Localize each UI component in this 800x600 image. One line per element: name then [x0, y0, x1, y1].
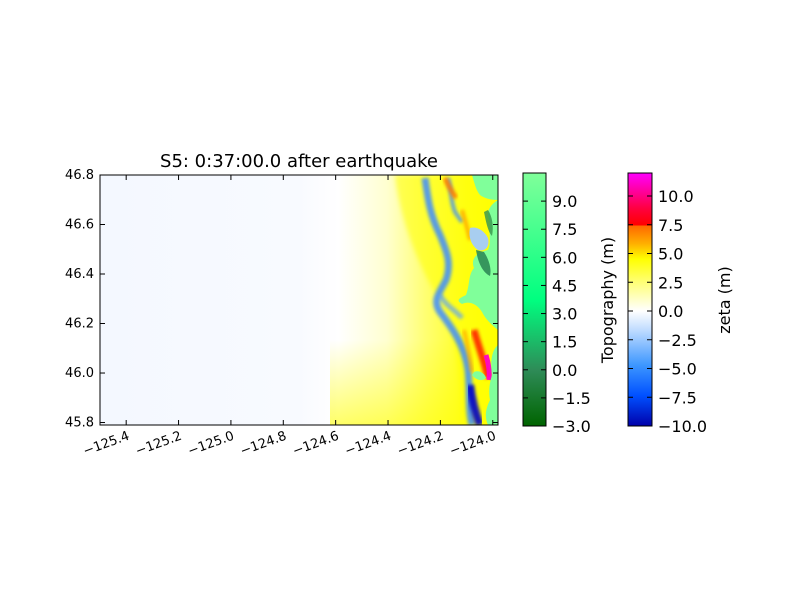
colorbar-tick-label: 7.5: [552, 220, 577, 239]
x-tick-label: −124.2: [395, 429, 445, 460]
peak-crest: [483, 354, 492, 381]
colorbar-tick-label: 6.0: [552, 248, 577, 267]
x-tick-label: −124.6: [291, 429, 341, 460]
colorbar-tick-label: 4.5: [552, 276, 577, 295]
crest-north: [442, 177, 459, 200]
land-central: [458, 200, 498, 330]
x-tick-label: −125.0: [186, 429, 236, 460]
colorbar-tick-label: −5.0: [658, 360, 697, 379]
y-tick-label: 46.2: [65, 317, 94, 332]
x-tick-label: −125.2: [134, 429, 184, 460]
colorbar-tick-label: 7.5: [658, 216, 683, 235]
x-tick-label: −125.4: [81, 429, 131, 460]
x-tick-label: −124.0: [448, 429, 498, 460]
bay: [469, 227, 489, 251]
colorbar-tick-label: −2.5: [658, 331, 697, 350]
trough-band-mid: [437, 293, 464, 320]
deep-trough: [466, 384, 484, 425]
y-tick-label: 46.8: [65, 168, 94, 183]
colorbar-tick-label: −7.5: [658, 388, 697, 407]
chart-title: S5: 0:37:00.0 after earthquake: [160, 151, 438, 172]
y-tick-label: 46.6: [65, 218, 94, 233]
x-tick-label: −124.8: [238, 429, 288, 460]
colorbar-tick-label: 0.0: [658, 302, 683, 321]
zeta-colorbar-label: zeta (m): [715, 266, 734, 333]
y-tick-label: 46.4: [65, 267, 94, 282]
land-spit: [472, 371, 486, 381]
plot-frame: [99, 174, 499, 426]
colorbar-tick-label: −10.0: [658, 417, 707, 436]
land-south: [485, 345, 498, 425]
colorbar-tick-label: 3.0: [552, 305, 577, 324]
colorbar-tick-label: −1.5: [552, 389, 591, 408]
colorbar-tick-label: 0.0: [552, 361, 577, 380]
colorbar-tick-label: −3.0: [552, 417, 591, 436]
land-north: [472, 175, 498, 200]
y-axis: 45.8 46.0 46.2 46.4 46.6 46.8: [65, 168, 498, 431]
zeta-colorbar: [627, 172, 653, 427]
colorbar-tick-label: 1.5: [552, 333, 577, 352]
y-tick-label: 45.8: [65, 416, 94, 431]
colorbar-tick-label: 2.5: [658, 273, 683, 292]
colorbar-tick-label: 5.0: [658, 245, 683, 264]
x-tick-label: −124.4: [343, 429, 393, 460]
topography-colorbar-label: Topography (m): [598, 237, 617, 364]
topography-colorbar-ticks: 9.0 7.5 6.0 4.5 3.0 1.5 0.0 −1.5 −3.0: [523, 192, 591, 436]
land-lowland-2: [484, 210, 493, 236]
trough-band: [421, 177, 476, 425]
crest-south-2: [462, 329, 474, 373]
land-lowland: [476, 250, 491, 276]
colorbar-tick-label: 10.0: [658, 187, 694, 206]
colorbar-tick-label: 9.0: [552, 192, 577, 211]
heatmap-area: [100, 175, 498, 425]
y-tick-label: 46.0: [65, 366, 94, 381]
zeta-colorbar-ticks: 10.0 7.5 5.0 2.5 0.0 −2.5 −5.0 −7.5 −10.0: [628, 187, 707, 436]
crest-north-2: [460, 209, 472, 241]
topography-colorbar: [522, 172, 547, 427]
